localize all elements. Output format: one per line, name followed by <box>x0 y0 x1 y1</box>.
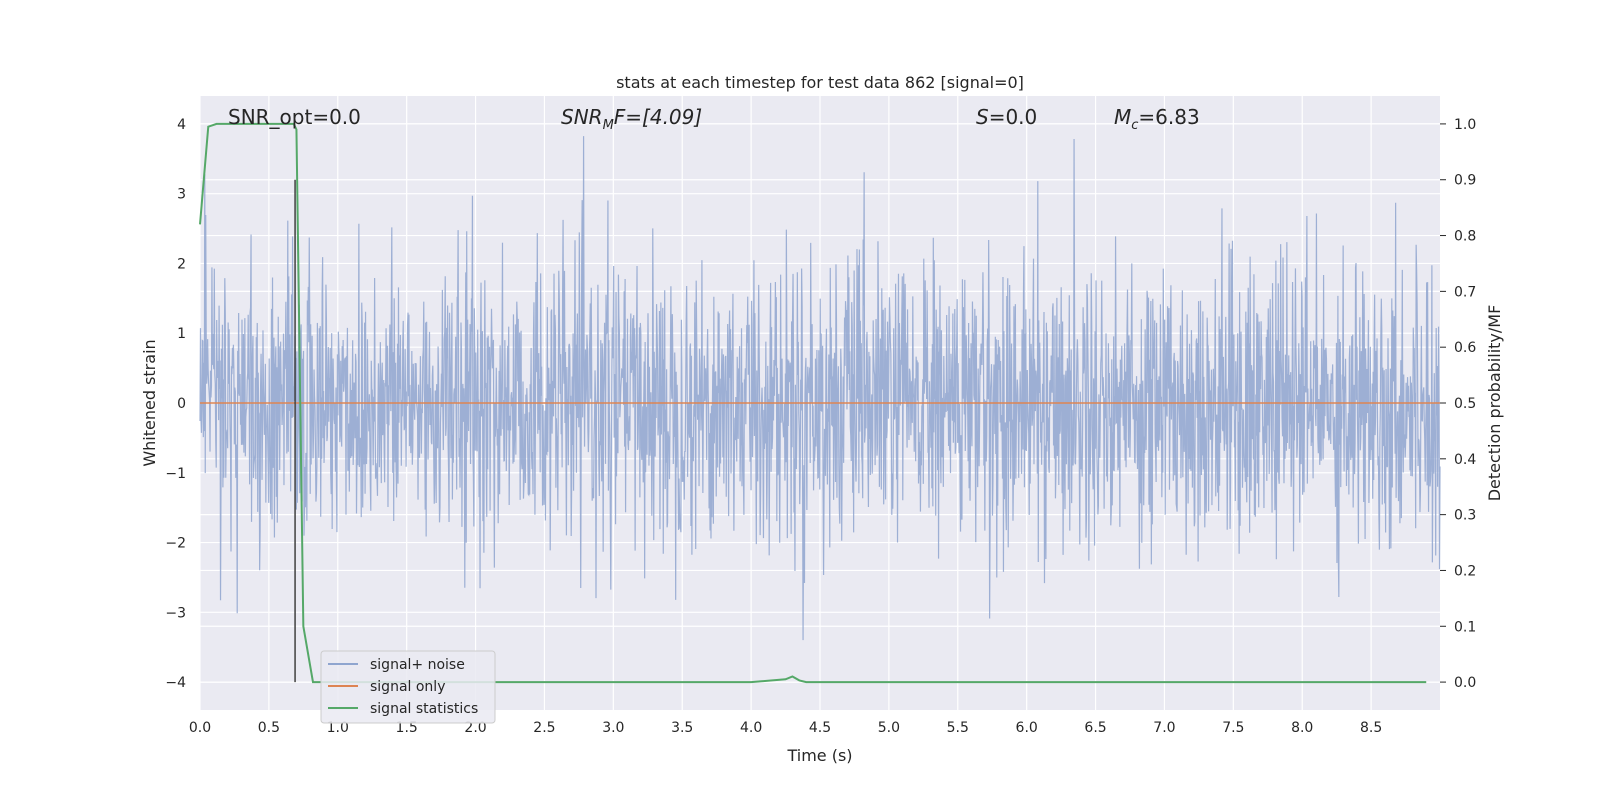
annotation-mc: Mc=6.83 <box>1114 105 1200 133</box>
y-left-tick-label: −2 <box>165 536 186 552</box>
x-tick-label: 2.5 <box>533 720 555 736</box>
x-tick-label: 3.0 <box>602 720 624 736</box>
y-right-tick-label: 0.4 <box>1454 452 1476 468</box>
annotation-snr-mf-suffix: F=[4.09] <box>614 105 702 129</box>
x-tick-labels: 0.0 0.5 1.0 1.5 2.0 2.5 3.0 3.5 4.0 4.5 5.0 5.5 6.0 6… <box>189 720 1382 736</box>
annotation-s: S=0.0 <box>976 105 1037 129</box>
legend-label-noise: signal+ noise <box>370 657 465 673</box>
y-right-tick-label: 1.0 <box>1454 117 1476 133</box>
x-tick-label: 4.0 <box>740 720 762 736</box>
legend-label-signal: signal only <box>370 679 445 695</box>
y-right-tick-label: 0.0 <box>1454 675 1476 691</box>
x-tick-label: 0.0 <box>189 720 211 736</box>
y-right-tick-label: 0.7 <box>1454 284 1476 300</box>
y-right-tick-label: 0.8 <box>1454 229 1476 245</box>
x-tick-label: 5.5 <box>947 720 969 736</box>
y-axis-right-label: Detection probability/MF <box>1485 305 1504 502</box>
x-tick-label: 3.5 <box>671 720 693 736</box>
x-tick-label: 6.5 <box>1084 720 1106 736</box>
y-axis-left-label: Whitened strain <box>140 339 159 466</box>
annotation-snr-mf-sub: M <box>603 118 614 133</box>
x-tick-label: 0.5 <box>258 720 280 736</box>
x-tick-label: 1.0 <box>327 720 349 736</box>
y-right-tick-label: 0.2 <box>1454 563 1476 579</box>
y-left-tick-label: −1 <box>165 466 186 482</box>
x-tick-label: 6.0 <box>1016 720 1038 736</box>
y-right-tick-label: 0.1 <box>1454 619 1476 635</box>
y-left-tick-label: 2 <box>177 256 186 272</box>
y-right-tick-label: 0.3 <box>1454 508 1476 524</box>
x-tick-label: 8.0 <box>1291 720 1313 736</box>
annotation-snr-opt: SNR_opt=0.0 <box>228 105 361 129</box>
y-right-tick-label: 0.5 <box>1454 396 1476 412</box>
annotation-snr-mf-prefix: SNR <box>561 105 603 129</box>
y-right-tick-label: 0.9 <box>1454 173 1476 189</box>
x-tick-label: 8.5 <box>1360 720 1382 736</box>
y-left-tick-label: −3 <box>165 605 186 621</box>
y-left-tick-label: 3 <box>177 187 186 203</box>
legend-box <box>320 650 496 724</box>
x-tick-label: 2.0 <box>464 720 486 736</box>
y-right-tick-label: 0.6 <box>1454 340 1476 356</box>
legend: signal+ noise signal only signal statist… <box>320 650 496 724</box>
legend-label-stats: signal statistics <box>370 701 478 717</box>
y-left-tick-label: −4 <box>165 675 186 691</box>
y-left-tick-label: 1 <box>177 326 186 342</box>
y-left-tick-label: 0 <box>177 396 186 412</box>
chart-title: stats at each timestep for test data 862… <box>616 73 1024 92</box>
x-tick-label: 1.5 <box>396 720 418 736</box>
x-tick-label: 4.5 <box>809 720 831 736</box>
series-signal-noise <box>199 136 1441 641</box>
annotation-snr-mf: SNRMF=[4.09] <box>561 105 702 133</box>
x-tick-label: 7.5 <box>1222 720 1244 736</box>
x-tick-label: 5.0 <box>878 720 900 736</box>
x-tick-label: 7.0 <box>1153 720 1175 736</box>
noise-series <box>199 136 1441 641</box>
x-axis-label: Time (s) <box>786 746 852 765</box>
y-left-tick-label: 4 <box>177 117 186 133</box>
y-right-tick-labels: 1.0 0.9 0.8 0.7 0.6 0.5 0.4 0.3 0.2 0.1 0.0 <box>1440 117 1476 691</box>
y-left-tick-labels: 4 3 2 1 0 −1 −2 −3 −4 <box>165 117 186 691</box>
